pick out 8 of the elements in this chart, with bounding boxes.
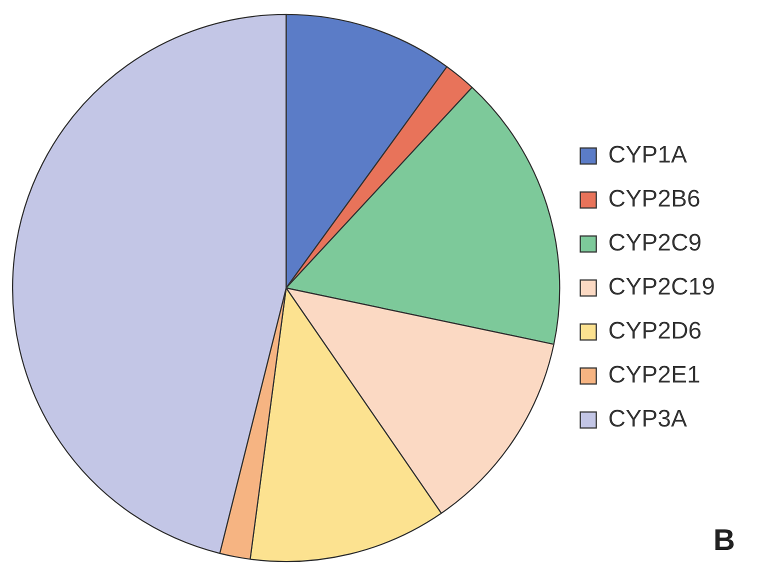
legend-label: CYP2D6 bbox=[608, 318, 702, 345]
legend-label: CYP2C9 bbox=[608, 230, 702, 257]
text: B bbox=[713, 524, 735, 558]
legend-label: CYP2B6 bbox=[608, 186, 700, 213]
legend-label: CYP1A bbox=[608, 142, 687, 169]
legend-label: CYP2E1 bbox=[608, 362, 700, 389]
legend-label: CYP3A bbox=[608, 406, 687, 433]
legend-label: CYP2C19 bbox=[608, 274, 716, 301]
